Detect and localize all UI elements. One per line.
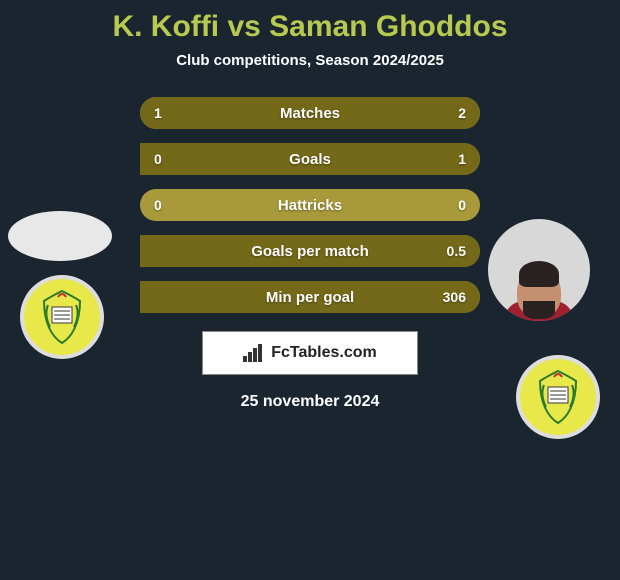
- player-left-avatar: [8, 211, 112, 261]
- comparison-area: 12Matches 01Goals 00Hattricks 0.5Goals per …: [0, 97, 620, 313]
- player-right-avatar: [488, 219, 590, 321]
- avatar-head: [517, 267, 561, 317]
- stat-bar: 0.5Goals per match: [140, 235, 480, 267]
- page-title: K. Koffi vs Saman Ghoddos: [0, 0, 620, 52]
- avatar-beard: [523, 301, 555, 319]
- stat-bars: 12Matches 01Goals 00Hattricks 0.5Goals per …: [140, 97, 480, 313]
- stat-bar: 01Goals: [140, 143, 480, 175]
- bar-label: Matches: [140, 97, 480, 129]
- stat-bar: 306Min per goal: [140, 281, 480, 313]
- avatar-hair: [519, 261, 559, 287]
- subtitle: Club competitions, Season 2024/2025: [0, 52, 620, 69]
- brand-text: FcTables.com: [271, 344, 377, 362]
- bar-label: Goals per match: [140, 235, 480, 267]
- bar-label: Goals: [140, 143, 480, 175]
- stat-bar: 12Matches: [140, 97, 480, 129]
- stat-bar: 00Hattricks: [140, 189, 480, 221]
- bar-label: Hattricks: [140, 189, 480, 221]
- chart-icon: [243, 344, 265, 362]
- club-badge-icon: [32, 287, 92, 347]
- bar-label: Min per goal: [140, 281, 480, 313]
- player-left-club-badge: [20, 275, 104, 359]
- club-badge-icon: [528, 367, 588, 427]
- brand-badge: FcTables.com: [202, 331, 418, 375]
- player-right-club-badge: [516, 355, 600, 439]
